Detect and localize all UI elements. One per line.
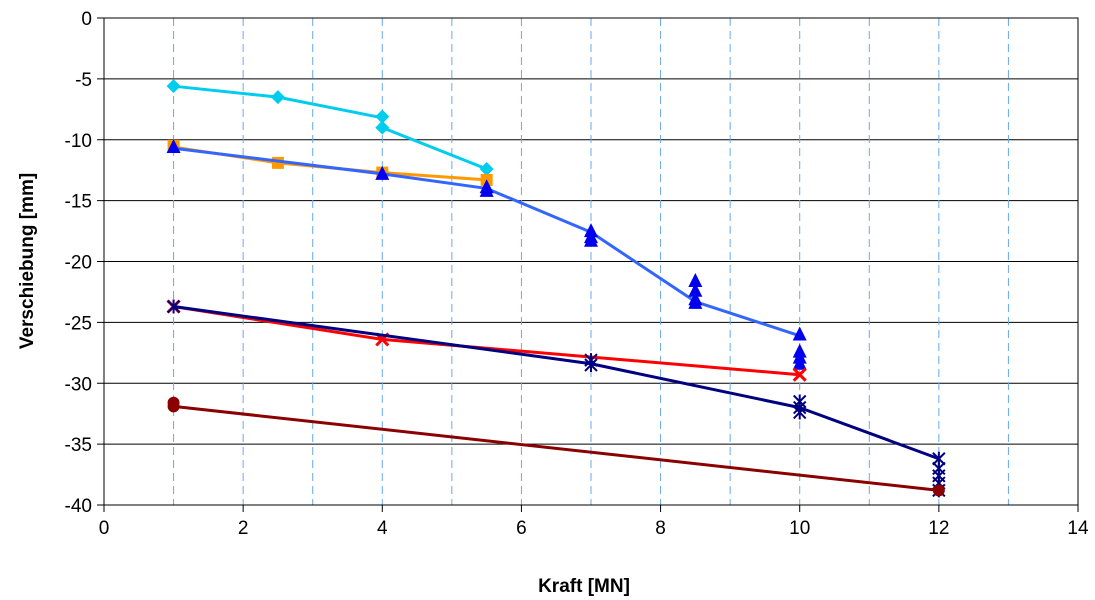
series-line [173, 146, 801, 338]
series-line [173, 305, 940, 461]
y-tick-label: -20 [65, 253, 92, 274]
series-0 [166, 79, 494, 176]
data-point-asterisk [584, 357, 598, 372]
data-point-triangle [479, 182, 494, 197]
data-point-triangle [688, 294, 703, 309]
y-tick-label: -10 [65, 131, 92, 152]
x-tick-label: 0 [99, 518, 110, 539]
y-tick-label: -5 [75, 70, 92, 91]
x-tick-label: 14 [1067, 518, 1089, 539]
data-point-circle [932, 484, 945, 497]
data-point-triangle [688, 272, 703, 287]
data-point-triangle [584, 232, 598, 247]
data-point-triangle [375, 165, 390, 180]
data-point-triangle [792, 326, 807, 341]
x-tick-label: 4 [377, 518, 388, 539]
x-tick-label: 6 [516, 518, 527, 539]
data-point-diamond [375, 120, 390, 135]
data-point-diamond [479, 161, 494, 176]
series-2 [166, 139, 807, 370]
x-tick-label: 12 [928, 518, 949, 539]
series-layer [166, 79, 946, 498]
data-point-diamond [375, 109, 390, 124]
grid [104, 18, 1078, 505]
x-tick-label: 10 [789, 518, 810, 539]
y-tick-label: -15 [65, 192, 92, 213]
data-point-asterisk [166, 299, 181, 314]
x-axis-title: Kraft [MN] [538, 576, 630, 597]
data-point-x [792, 367, 807, 382]
y-tick-label: 0 [81, 9, 92, 30]
y-tick-label: -40 [65, 496, 92, 517]
y-axis-title: Verschiebung [mm] [17, 173, 38, 349]
series-5 [167, 396, 945, 497]
data-point-circle [167, 400, 180, 413]
y-tick-label: -25 [65, 313, 92, 334]
data-point-triangle [792, 355, 807, 370]
data-point-triangle [166, 139, 181, 154]
axes: 0 -5 -10 -15 -20 -25 -30 -35 -40 0 2 4 6 8 10 12 14 [65, 9, 1089, 539]
x-tick-label: 8 [655, 518, 666, 539]
x-tick-label: 2 [238, 518, 249, 539]
data-point-diamond [270, 90, 285, 105]
series-line [173, 404, 940, 492]
data-point-triangle [688, 282, 703, 297]
data-point-asterisk [793, 405, 807, 420]
data-point-diamond [166, 79, 181, 94]
y-tick-label: -30 [65, 374, 92, 395]
y-tick-label: -35 [65, 435, 92, 456]
